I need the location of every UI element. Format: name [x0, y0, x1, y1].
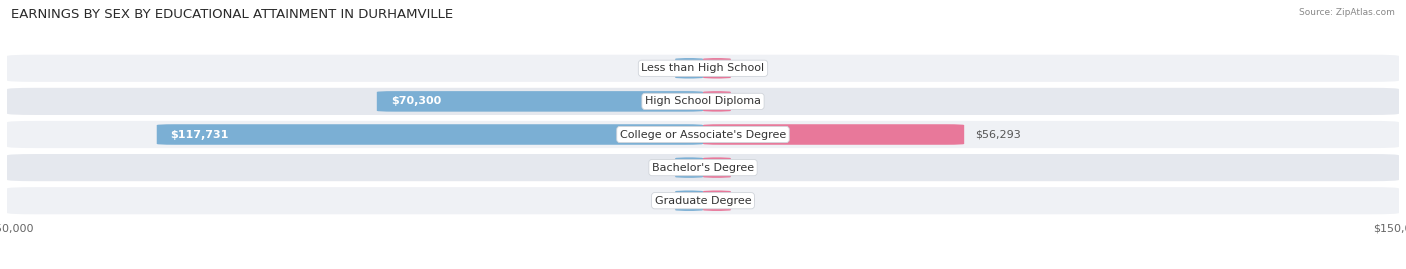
- Text: $0: $0: [651, 196, 665, 206]
- Text: $117,731: $117,731: [170, 129, 229, 140]
- FancyBboxPatch shape: [675, 58, 703, 79]
- FancyBboxPatch shape: [703, 91, 731, 112]
- Text: High School Diploma: High School Diploma: [645, 96, 761, 107]
- FancyBboxPatch shape: [156, 124, 703, 145]
- Text: $0: $0: [741, 162, 755, 173]
- Text: $0: $0: [741, 63, 755, 73]
- Text: Source: ZipAtlas.com: Source: ZipAtlas.com: [1299, 8, 1395, 17]
- FancyBboxPatch shape: [703, 157, 731, 178]
- Text: EARNINGS BY SEX BY EDUCATIONAL ATTAINMENT IN DURHAMVILLE: EARNINGS BY SEX BY EDUCATIONAL ATTAINMEN…: [11, 8, 453, 21]
- Text: $0: $0: [651, 63, 665, 73]
- Text: Graduate Degree: Graduate Degree: [655, 196, 751, 206]
- FancyBboxPatch shape: [377, 91, 703, 112]
- FancyBboxPatch shape: [7, 154, 1399, 181]
- Text: $0: $0: [741, 196, 755, 206]
- FancyBboxPatch shape: [7, 88, 1399, 115]
- Text: $56,293: $56,293: [974, 129, 1021, 140]
- Text: $0: $0: [741, 96, 755, 107]
- Text: Less than High School: Less than High School: [641, 63, 765, 73]
- Legend: Male, Female: Male, Female: [647, 268, 759, 269]
- FancyBboxPatch shape: [675, 157, 703, 178]
- Text: College or Associate's Degree: College or Associate's Degree: [620, 129, 786, 140]
- Text: $0: $0: [651, 162, 665, 173]
- Text: Bachelor's Degree: Bachelor's Degree: [652, 162, 754, 173]
- FancyBboxPatch shape: [675, 190, 703, 211]
- Text: $70,300: $70,300: [391, 96, 441, 107]
- FancyBboxPatch shape: [7, 121, 1399, 148]
- FancyBboxPatch shape: [7, 187, 1399, 214]
- FancyBboxPatch shape: [703, 190, 731, 211]
- FancyBboxPatch shape: [7, 55, 1399, 82]
- FancyBboxPatch shape: [703, 124, 965, 145]
- FancyBboxPatch shape: [703, 58, 731, 79]
